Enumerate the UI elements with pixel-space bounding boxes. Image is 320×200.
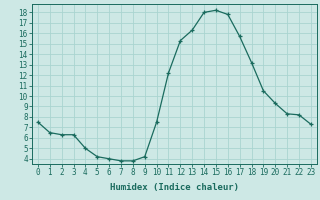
X-axis label: Humidex (Indice chaleur): Humidex (Indice chaleur) [110, 183, 239, 192]
